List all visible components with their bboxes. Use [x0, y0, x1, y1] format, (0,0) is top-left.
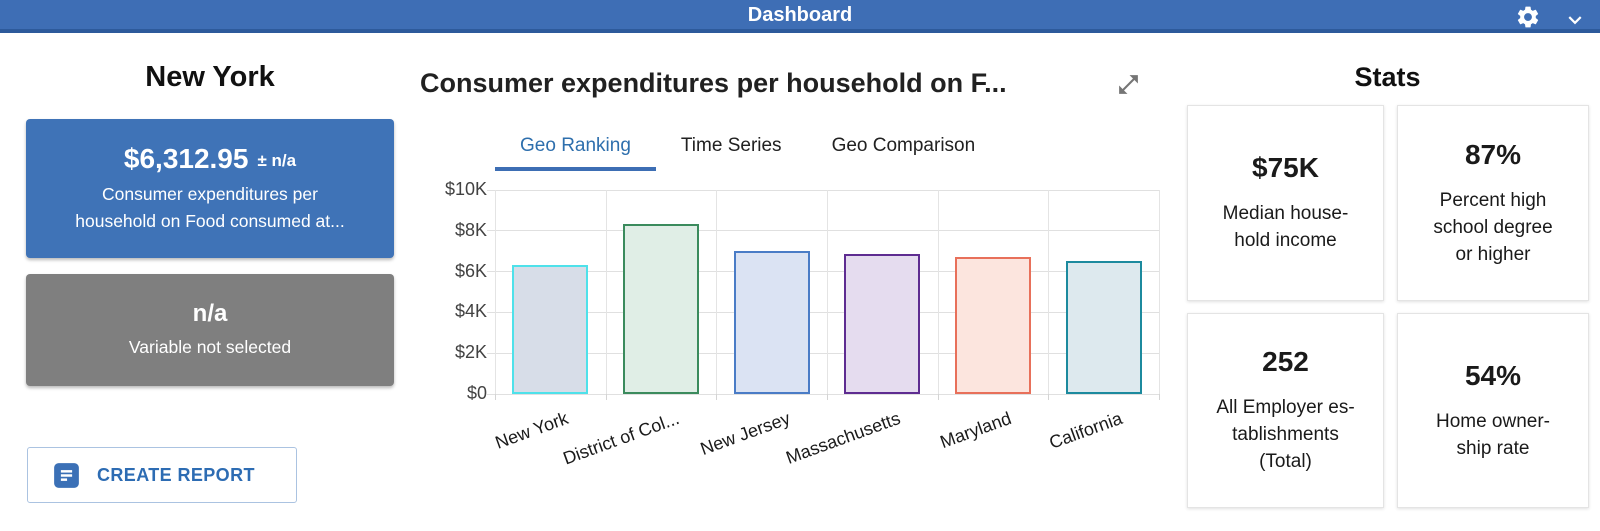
stat-card-employer-establishments: 252 All Employer es- tablishments (Total… — [1187, 313, 1384, 508]
gridline — [827, 190, 828, 394]
x-axis-label: New Jersey — [697, 408, 793, 459]
y-tick-label: $10K — [444, 179, 487, 199]
create-report-label: CREATE REPORT — [97, 464, 255, 485]
secondary-variable-card[interactable]: n/a Variable not selected — [26, 274, 394, 386]
chart-plot-area — [495, 189, 1160, 400]
stat-card-home-ownership: 54% Home owner- ship rate — [1397, 313, 1589, 508]
y-tick-label: $4K — [454, 301, 487, 322]
x-tick-mark — [1159, 394, 1160, 400]
stat-value: 252 — [1262, 346, 1309, 377]
y-tick-mark — [487, 271, 495, 273]
y-tick-mark — [487, 230, 495, 232]
y-tick-label: $6K — [454, 260, 487, 281]
x-axis-label: New York — [492, 408, 572, 453]
gridline — [1048, 190, 1049, 394]
stats-title: Stats — [1354, 62, 1421, 92]
chart-bar-new-york[interactable] — [512, 265, 589, 394]
primary-variable-card[interactable]: $6,312.95 ± n/a Consumer expenditures pe… — [26, 119, 394, 258]
tab-geo-comparison[interactable]: Geo Comparison — [831, 135, 976, 156]
chart-bar-district-of-col-[interactable] — [623, 224, 699, 394]
y-tick-mark — [487, 393, 495, 395]
chart-bar-new-jersey[interactable] — [733, 251, 810, 394]
secondary-variable-value: n/a — [192, 299, 228, 327]
y-tick-label: $0 — [466, 383, 487, 403]
y-tick-mark — [487, 311, 495, 313]
create-report-button[interactable]: CREATE REPORT — [27, 447, 297, 503]
selected-geo-title: New York — [145, 61, 275, 93]
report-icon — [54, 462, 79, 488]
chevron-down-icon[interactable] — [1562, 7, 1588, 33]
y-tick-label: $8K — [454, 219, 487, 240]
stat-value: $75K — [1252, 152, 1319, 183]
stat-card-median-household-income: $75K Median house- hold income — [1187, 105, 1384, 301]
stat-label: Median house- hold income — [1222, 203, 1349, 251]
y-tick-mark — [487, 189, 495, 191]
stat-label: Home owner- ship rate — [1435, 410, 1551, 459]
expand-icon[interactable] — [1116, 72, 1141, 97]
gridline — [716, 190, 717, 394]
x-tick-mark — [716, 394, 717, 400]
y-tick-mark — [487, 352, 495, 354]
tab-geo-ranking[interactable]: Geo Ranking — [495, 125, 656, 171]
primary-variable-label: Consumer expenditures per household on F… — [75, 183, 345, 231]
gridline — [1159, 190, 1160, 394]
chart-title: Consumer expenditures per household on F… — [420, 68, 1007, 98]
primary-variable-uncertainty: ± n/a — [257, 150, 297, 170]
stat-card-high-school-degree: 87% Percent high school degree or higher — [1397, 105, 1589, 301]
page-title: Dashboard — [747, 4, 853, 26]
chart-bar-massachusetts[interactable] — [844, 254, 921, 394]
x-tick-mark — [938, 394, 939, 400]
x-tick-mark — [827, 394, 828, 400]
gridline — [606, 190, 607, 394]
gear-icon[interactable] — [1515, 4, 1541, 30]
x-tick-mark — [1048, 394, 1049, 400]
x-axis-label: District of Col... — [560, 408, 682, 469]
gridline — [938, 190, 939, 394]
x-axis-label: California — [1046, 408, 1125, 453]
secondary-variable-label: Variable not selected — [128, 336, 292, 357]
x-tick-mark — [606, 394, 607, 400]
x-tick-mark — [495, 394, 496, 400]
y-tick-label: $2K — [454, 342, 487, 363]
stat-label: All Employer es- tablishments (Total) — [1216, 397, 1355, 472]
x-axis-label: Maryland — [937, 408, 1014, 453]
stat-value: 87% — [1464, 138, 1522, 170]
stat-label: Percent high school degree or higher — [1433, 189, 1553, 265]
tab-time-series[interactable]: Time Series — [680, 135, 782, 156]
chart-tabs: Geo Ranking Time Series Geo Comparison — [495, 125, 1000, 171]
stat-value: 54% — [1464, 359, 1522, 391]
app-header: Dashboard — [0, 0, 1600, 33]
x-axis-label: Massachusetts — [783, 408, 904, 468]
chart-bar-maryland[interactable] — [955, 257, 1031, 394]
chart-bar-california[interactable] — [1065, 261, 1142, 394]
primary-variable-value: $6,312.95 — [123, 142, 249, 174]
gridline — [495, 190, 496, 394]
